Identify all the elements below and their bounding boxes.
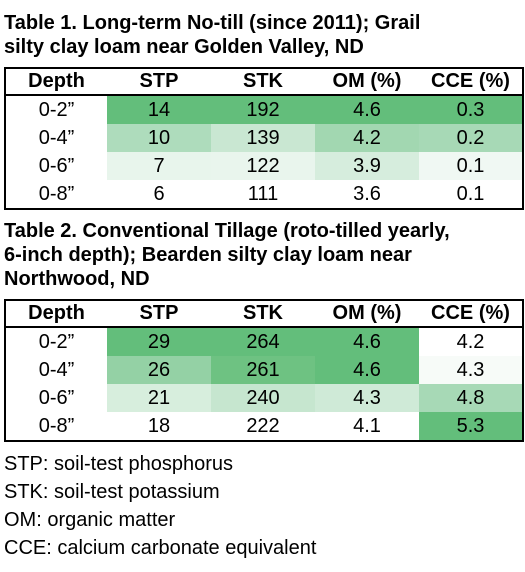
table1-caption-line1: Table 1. Long-term No-till (since 2011);… [4, 12, 421, 34]
table1-cell: 6 [107, 180, 211, 209]
table1-header-om: OM (%) [315, 68, 419, 96]
table2-cell: 0-2” [5, 327, 107, 356]
table2-header-stp: STP [107, 300, 211, 328]
table2-caption: Table 2. Conventional Tillage (roto-till… [4, 219, 525, 291]
table2-header-depth: Depth [5, 300, 107, 328]
table2-cell: 21 [107, 384, 211, 412]
table1-cell: 4.2 [315, 124, 419, 152]
table2: Depth STP STK OM (%) CCE (%) 0-2” 29 264… [4, 299, 524, 442]
table2-caption-line3: Northwood, ND [4, 268, 150, 290]
table1-cell: 4.6 [315, 95, 419, 124]
note-stp: STP: soil-test phosphorus [4, 453, 233, 475]
table1-caption: Table 1. Long-term No-till (since 2011);… [4, 11, 525, 59]
table2-header-om: OM (%) [315, 300, 419, 328]
table1-cell: 10 [107, 124, 211, 152]
table1-header-row: Depth STP STK OM (%) CCE (%) [5, 68, 523, 96]
note-cce: CCE: calcium carbonate equivalent [4, 537, 317, 559]
table2-cell: 0-6” [5, 384, 107, 412]
table2-cell: 4.3 [315, 384, 419, 412]
table2-header-stk: STK [211, 300, 315, 328]
abbreviation-notes: STP: soil-test phosphorus STK: soil-test… [4, 450, 316, 562]
table2-cell: 4.2 [419, 327, 523, 356]
note-om: OM: organic matter [4, 509, 176, 531]
table2-caption-line2: 6-inch depth); Bearden silty clay loam n… [4, 244, 412, 266]
table1-cell: 0-4” [5, 124, 107, 152]
table2-cell: 0-4” [5, 356, 107, 384]
table1-header-stk: STK [211, 68, 315, 96]
table-row: 0-2” 29 264 4.6 4.2 [5, 327, 523, 356]
table1-cell: 139 [211, 124, 315, 152]
table2-cell: 4.1 [315, 412, 419, 441]
table2-cell: 240 [211, 384, 315, 412]
table-row: 0-6” 21 240 4.3 4.8 [5, 384, 523, 412]
table-row: 0-4” 10 139 4.2 0.2 [5, 124, 523, 152]
table2-cell: 4.6 [315, 327, 419, 356]
table2-cell: 261 [211, 356, 315, 384]
table1-cell: 0-6” [5, 152, 107, 180]
table1-cell: 0-2” [5, 95, 107, 124]
table1-cell: 3.9 [315, 152, 419, 180]
table1-header-depth: Depth [5, 68, 107, 96]
table1-caption-line2: silty clay loam near Golden Valley, ND [4, 36, 364, 58]
table2-cell: 0-8” [5, 412, 107, 441]
table2-caption-line1: Table 2. Conventional Tillage (roto-till… [4, 220, 450, 242]
table2-cell: 264 [211, 327, 315, 356]
table2-cell: 5.3 [419, 412, 523, 441]
table2-cell: 222 [211, 412, 315, 441]
table-row: 0-8” 6 111 3.6 0.1 [5, 180, 523, 209]
table1-cell: 0.1 [419, 152, 523, 180]
table1-cell: 3.6 [315, 180, 419, 209]
table1-cell: 192 [211, 95, 315, 124]
table1-cell: 0.2 [419, 124, 523, 152]
table1-cell: 0.3 [419, 95, 523, 124]
table-row: 0-4” 26 261 4.6 4.3 [5, 356, 523, 384]
table-row: 0-8” 18 222 4.1 5.3 [5, 412, 523, 441]
table1-header-stp: STP [107, 68, 211, 96]
table2-header-cce: CCE (%) [419, 300, 523, 328]
table1-cell: 122 [211, 152, 315, 180]
table1-cell: 0.1 [419, 180, 523, 209]
table2-cell: 4.6 [315, 356, 419, 384]
table1-header-cce: CCE (%) [419, 68, 523, 96]
table-row: 0-2” 14 192 4.6 0.3 [5, 95, 523, 124]
table2-header-row: Depth STP STK OM (%) CCE (%) [5, 300, 523, 328]
table-row: 0-6” 7 122 3.9 0.1 [5, 152, 523, 180]
table1-cell: 111 [211, 180, 315, 209]
table2-cell: 4.3 [419, 356, 523, 384]
table2-cell: 18 [107, 412, 211, 441]
table1: Depth STP STK OM (%) CCE (%) 0-2” 14 192… [4, 67, 524, 210]
table1-cell: 14 [107, 95, 211, 124]
table2-cell: 29 [107, 327, 211, 356]
table1-cell: 0-8” [5, 180, 107, 209]
table1-cell: 7 [107, 152, 211, 180]
table2-cell: 26 [107, 356, 211, 384]
note-stk: STK: soil-test potassium [4, 481, 220, 503]
table2-cell: 4.8 [419, 384, 523, 412]
